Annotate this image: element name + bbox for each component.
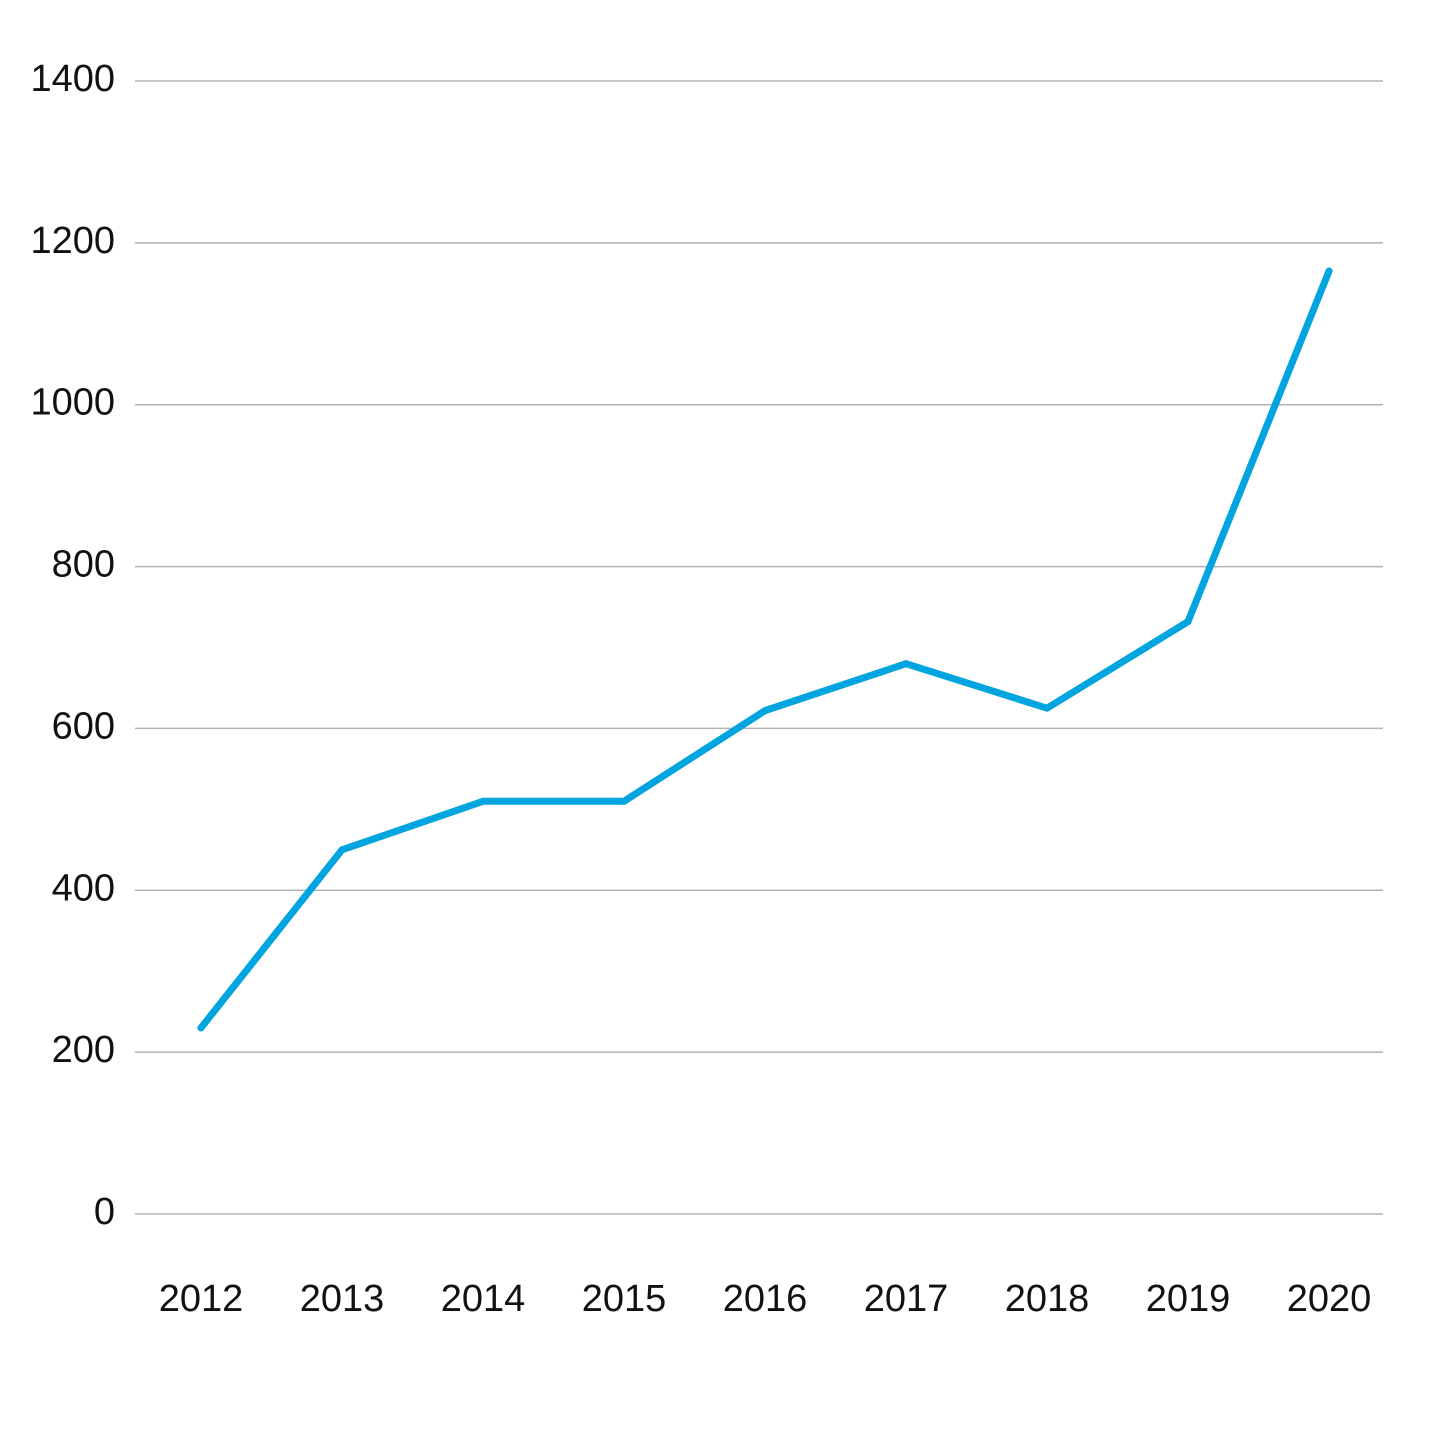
data-point-2015 (620, 797, 628, 805)
data-point-2014 (479, 797, 487, 805)
x-tick-label: 2014 (441, 1278, 526, 1320)
data-point-2012 (197, 1024, 205, 1032)
y-tick-label: 0 (94, 1191, 115, 1233)
x-tick-label: 2019 (1146, 1278, 1231, 1320)
y-tick-label: 600 (52, 705, 115, 747)
x-tick-label: 2012 (159, 1278, 244, 1320)
x-tick-label: 2018 (1005, 1278, 1090, 1320)
data-point-2018 (1043, 704, 1051, 712)
data-point-2013 (338, 846, 346, 854)
data-point-2016 (761, 707, 769, 715)
y-tick-label: 400 (52, 867, 115, 909)
y-axis-tick-labels: 0 200 400 600 800 1000 1200 1400 (30, 58, 115, 1233)
y-tick-label: 1200 (30, 220, 115, 262)
x-tick-label: 2015 (582, 1278, 667, 1320)
data-point-2019 (1184, 618, 1192, 626)
data-point-2017 (902, 660, 910, 668)
x-axis-tick-labels: 2012 2013 2014 2015 2016 2017 2018 2019 2020 (159, 1278, 1372, 1320)
grid-lines (135, 80, 1383, 1215)
x-tick-label: 2017 (864, 1278, 949, 1320)
y-tick-label: 1400 (30, 58, 115, 100)
x-tick-label: 2020 (1287, 1278, 1372, 1320)
y-tick-label: 1000 (30, 382, 115, 424)
y-tick-label: 800 (52, 544, 115, 586)
series-layer (197, 267, 1333, 1032)
y-tick-label: 200 (52, 1029, 115, 1071)
x-tick-label: 2016 (723, 1278, 808, 1320)
data-point-2020 (1325, 267, 1333, 275)
x-tick-label: 2013 (300, 1278, 385, 1320)
series-line-0 (197, 267, 1333, 1032)
